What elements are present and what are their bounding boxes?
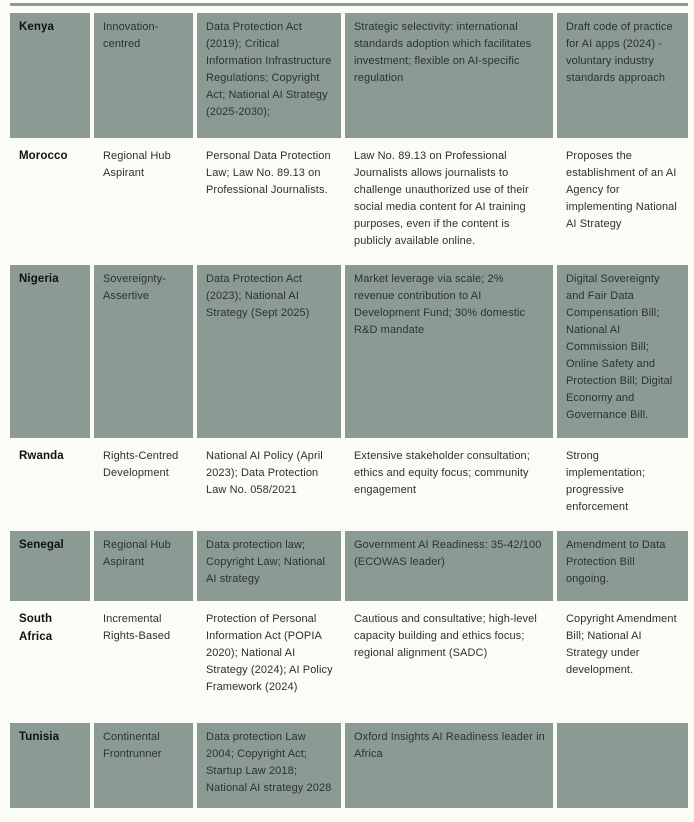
table-row-nigeria: Nigeria Sovereignty-Assertive Data Prote… xyxy=(10,265,688,438)
country-cell: Rwanda xyxy=(19,450,64,462)
classification-cell: Rights-Centred Development xyxy=(103,450,179,480)
country-ai-policy-table: Kenya Innovation-centred Data Protection… xyxy=(10,13,688,808)
table-top-edge xyxy=(10,3,688,6)
country-cell: South Africa xyxy=(19,613,53,643)
country-cell: Nigeria xyxy=(10,265,90,438)
table-row-rwanda: Rwanda Rights-Centred Development Nation… xyxy=(10,442,688,527)
laws-cell: Data Protection Act (2019); Critical Inf… xyxy=(197,13,341,138)
strategy-cell: Market leverage via scale; 2% revenue co… xyxy=(345,265,553,438)
laws-cell: Personal Data Protection Law; Law No. 89… xyxy=(206,150,331,197)
laws-cell: Protection of Personal Information Act (… xyxy=(206,613,333,694)
classification-cell: Incremental Rights-Based xyxy=(103,613,171,643)
developments-cell: Proposes the establishment of an AI Agen… xyxy=(566,150,677,231)
laws-cell: Data protection Law 2004; Copyright Act;… xyxy=(197,723,341,808)
laws-cell: Data protection law; Copyright Law; Nati… xyxy=(197,531,341,601)
strategy-cell: Cautious and consultative; high-level ca… xyxy=(354,613,537,660)
strategy-cell: Law No. 89.13 on Professional Journalist… xyxy=(354,150,529,248)
table-row-kenya: Kenya Innovation-centred Data Protection… xyxy=(10,13,688,138)
classification-cell: Regional Hub Aspirant xyxy=(103,150,171,180)
developments-cell: Amendment to Data Protection Bill ongoin… xyxy=(557,531,688,601)
laws-cell: National AI Policy (April 2023); Data Pr… xyxy=(206,450,323,497)
developments-cell: Draft code of practice for AI apps (2024… xyxy=(557,13,688,138)
strategy-cell: Extensive stakeholder consultation; ethi… xyxy=(354,450,530,497)
strategy-cell: Strategic selectivity: international sta… xyxy=(345,13,553,138)
classification-cell: Innovation-centred xyxy=(94,13,193,138)
laws-cell: Data Protection Act (2023); National AI … xyxy=(197,265,341,438)
strategy-cell: Government AI Readiness: 35-42/100 (ECOW… xyxy=(345,531,553,601)
developments-cell xyxy=(557,723,688,808)
strategy-cell: Oxford Insights AI Readiness leader in A… xyxy=(345,723,553,808)
table-row-tunisia: Tunisia Continental Frontrunner Data pro… xyxy=(10,723,688,808)
classification-cell: Regional Hub Aspirant xyxy=(94,531,193,601)
developments-cell: Strong implementation; progressive enfor… xyxy=(566,450,646,514)
developments-cell: Digital Sovereignty and Fair Data Compen… xyxy=(557,265,688,438)
table-row-senegal: Senegal Regional Hub Aspirant Data prote… xyxy=(10,531,688,601)
country-cell: Tunisia xyxy=(10,723,90,808)
classification-cell: Continental Frontrunner xyxy=(94,723,193,808)
classification-cell: Sovereignty-Assertive xyxy=(94,265,193,438)
developments-cell: Copyright Amendment Bill; National AI St… xyxy=(566,613,677,677)
table-row-morocco: Morocco Regional Hub Aspirant Personal D… xyxy=(10,142,688,261)
country-cell: Senegal xyxy=(10,531,90,601)
country-cell: Morocco xyxy=(19,150,68,162)
table-row-south-africa: South Africa Incremental Rights-Based Pr… xyxy=(10,605,688,719)
country-cell: Kenya xyxy=(10,13,90,138)
